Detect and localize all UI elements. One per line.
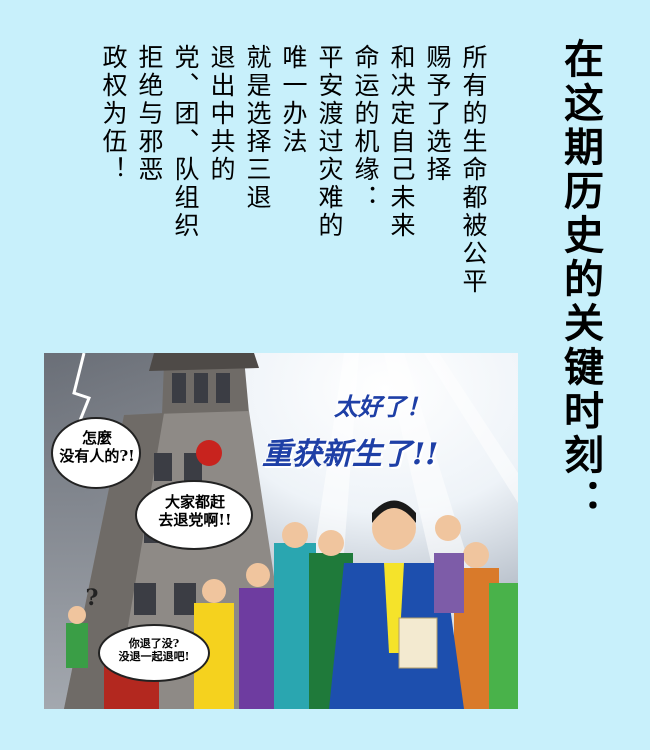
text-column-11: 政权为伍！ [99,44,128,184]
text-column-1: 所有的生命都被公平 [459,44,488,296]
text-column-8: 退出中共的 [207,44,236,184]
text-column-4: 命运的机缘： [351,44,380,212]
cartoon-illustration: 太好了！ 重获新生了!! 怎麼 没有人的?! 大家都赶 去退党啊!! 你退了没?… [44,353,518,709]
speech-bubble-middle [135,480,253,550]
text-column-3: 和决定自己未来 [387,44,416,240]
text-column-2: 赐予了选择 [423,44,452,184]
speech-bubble-bottom [98,624,210,682]
text-column-7: 就是选择三退 [243,44,272,212]
speech-middle-text: 大家都赶 去退党啊!! [158,493,232,529]
text-column-9: 党、团、队组织 [171,44,200,240]
speech-bubble-left [51,417,141,489]
text-column-6: 唯一办法 [279,44,308,156]
headline-line-2: 重获新生了!! [262,437,439,472]
cartoon-scene [44,353,518,709]
flag-emblem [196,440,222,466]
text-column-5: 平安渡过灾难的 [315,44,344,240]
speech-left-text: 怎麼 没有人的?! [59,429,135,465]
headline-line-1: 太好了！ [334,392,430,421]
question-mark: ? [85,585,99,611]
speech-bottom-text: 你退了没? 没退一起退吧! [118,637,190,664]
text-column-10: 拒绝与邪恶 [135,44,164,184]
page-title: 在这期历史的关键时刻： [557,38,603,522]
crowd [66,500,518,709]
